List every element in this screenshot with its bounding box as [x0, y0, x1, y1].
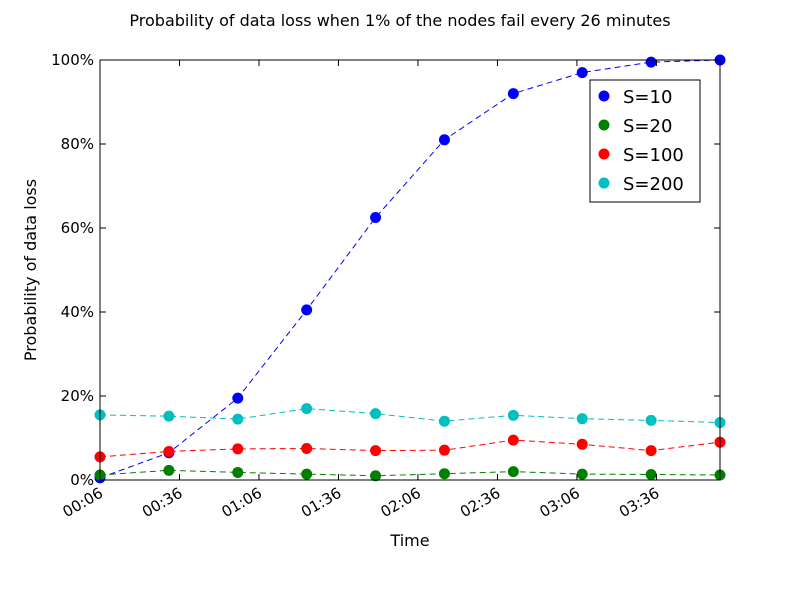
legend-marker-2 — [598, 148, 610, 160]
x-tick-label-5: 02:36 — [457, 484, 503, 521]
chart-title: Probability of data loss when 1% of the … — [129, 11, 670, 30]
data-point-1-1 — [163, 464, 175, 476]
legend-label-0: S=10 — [623, 87, 672, 108]
data-point-2-3 — [301, 443, 313, 454]
data-point-0-2 — [232, 392, 244, 404]
data-point-0-5 — [438, 134, 450, 146]
y-tick-label-1: 20% — [61, 387, 94, 405]
series-line-0 — [99, 59, 721, 479]
data-point-2-6 — [507, 434, 519, 446]
data-point-2-2 — [232, 443, 244, 455]
x-tick-label-4: 02:06 — [378, 484, 424, 521]
legend-label-3: S=200 — [623, 174, 684, 195]
data-point-2-8 — [645, 445, 657, 457]
data-point-1-2 — [232, 466, 244, 478]
data-point-3-2 — [232, 413, 244, 425]
plot-frame — [99, 59, 721, 481]
y-tick-label-5: 100% — [51, 51, 94, 69]
y-tick-label-3: 60% — [61, 219, 94, 237]
data-point-1-3 — [301, 468, 313, 480]
data-point-2-7 — [576, 438, 588, 450]
data-point-0-8 — [645, 56, 657, 68]
y-tick-label-0: 0% — [70, 471, 94, 489]
data-point-0-6 — [507, 88, 519, 100]
legend-label-2: S=100 — [623, 145, 684, 166]
x-tick-label-6: 03:06 — [536, 484, 582, 521]
data-point-0-4 — [370, 212, 382, 223]
series-line-1 — [99, 469, 721, 477]
y-tick-label-4: 80% — [61, 135, 94, 153]
data-point-3-7 — [576, 413, 588, 425]
series-line-3 — [99, 408, 721, 423]
y-tick-label-2: 40% — [61, 303, 94, 321]
data-point-2-4 — [370, 445, 382, 457]
data-point-1-6 — [507, 466, 519, 478]
data-point-0-7 — [576, 67, 588, 79]
legend-marker-0 — [598, 90, 610, 102]
x-tick-label-1: 00:36 — [139, 484, 185, 521]
legend: S=10 S=20 S=100 S=200 — [589, 79, 701, 203]
data-point-2-1 — [163, 445, 175, 457]
x-tick-label-2: 01:06 — [219, 484, 265, 521]
data-point-1-7 — [576, 468, 588, 480]
legend-marker-1 — [598, 119, 610, 131]
data-point-3-8 — [645, 414, 657, 426]
legend-label-1: S=20 — [623, 116, 672, 137]
data-point-3-3 — [301, 403, 313, 415]
x-axis-label: Time — [389, 531, 429, 550]
legend-marker-3 — [598, 177, 610, 189]
data-point-0-3 — [301, 304, 313, 316]
y-axis-label: Probability of data loss — [21, 179, 40, 361]
series-line-2 — [99, 439, 721, 458]
x-tick-label-3: 01:36 — [298, 484, 344, 521]
data-point-3-4 — [370, 408, 382, 420]
x-tick-label-7: 03:36 — [616, 484, 662, 521]
data-point-1-4 — [370, 470, 382, 482]
data-point-2-5 — [438, 444, 450, 456]
data-point-1-8 — [645, 469, 657, 481]
data-point-3-5 — [438, 415, 450, 427]
data-point-3-6 — [507, 409, 519, 421]
data-point-1-5 — [438, 468, 450, 480]
x-tick-label-0: 00:06 — [60, 484, 106, 521]
data-point-3-1 — [163, 410, 175, 422]
